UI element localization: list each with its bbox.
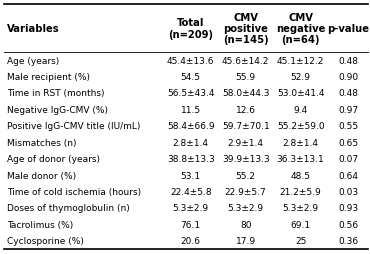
Text: 21.2±5.9: 21.2±5.9 <box>280 187 322 196</box>
Text: 0.36: 0.36 <box>338 236 358 245</box>
Text: 5.3±2.9: 5.3±2.9 <box>228 203 264 213</box>
Text: Variables: Variables <box>7 24 59 34</box>
Text: 5.3±2.9: 5.3±2.9 <box>173 203 209 213</box>
Text: 38.8±13.3: 38.8±13.3 <box>167 154 215 163</box>
Text: 55.2: 55.2 <box>236 171 256 180</box>
Text: 25: 25 <box>295 236 306 245</box>
Text: p-value: p-value <box>327 24 369 34</box>
Text: 55.9: 55.9 <box>236 73 256 82</box>
Text: 22.4±5.8: 22.4±5.8 <box>170 187 212 196</box>
Text: 0.64: 0.64 <box>338 171 358 180</box>
Text: 22.9±5.7: 22.9±5.7 <box>225 187 266 196</box>
Text: 69.1: 69.1 <box>290 220 311 229</box>
Text: Total
(n=209): Total (n=209) <box>168 18 213 39</box>
Text: 45.4±13.6: 45.4±13.6 <box>167 56 215 65</box>
Text: Positive IgG-CMV title (IU/mL): Positive IgG-CMV title (IU/mL) <box>7 122 140 131</box>
Text: Age (years): Age (years) <box>7 56 59 65</box>
Text: 20.6: 20.6 <box>181 236 201 245</box>
Text: Mismatches (n): Mismatches (n) <box>7 138 76 147</box>
Text: 17.9: 17.9 <box>236 236 256 245</box>
Text: 54.5: 54.5 <box>181 73 201 82</box>
Text: Cyclosporine (%): Cyclosporine (%) <box>7 236 84 245</box>
Text: 52.9: 52.9 <box>290 73 310 82</box>
Text: Negative IgG-CMV (%): Negative IgG-CMV (%) <box>7 105 108 114</box>
Text: 0.56: 0.56 <box>338 220 358 229</box>
Text: 2.8±1.4: 2.8±1.4 <box>173 138 209 147</box>
Text: 0.65: 0.65 <box>338 138 358 147</box>
Text: Male recipient (%): Male recipient (%) <box>7 73 90 82</box>
Text: 59.7±70.1: 59.7±70.1 <box>222 122 270 131</box>
Text: Time in RST (months): Time in RST (months) <box>7 89 104 98</box>
Text: 39.9±13.3: 39.9±13.3 <box>222 154 270 163</box>
Text: Tacrolimus (%): Tacrolimus (%) <box>7 220 73 229</box>
Text: CMV
positive
(n=145): CMV positive (n=145) <box>223 13 269 45</box>
Text: 76.1: 76.1 <box>181 220 201 229</box>
Text: 48.5: 48.5 <box>290 171 310 180</box>
Text: 0.07: 0.07 <box>338 154 358 163</box>
Text: 80: 80 <box>240 220 252 229</box>
Text: 45.6±14.2: 45.6±14.2 <box>222 56 269 65</box>
Text: 0.90: 0.90 <box>338 73 358 82</box>
Text: 45.1±12.2: 45.1±12.2 <box>277 56 324 65</box>
Text: 5.3±2.9: 5.3±2.9 <box>283 203 319 213</box>
Text: 0.55: 0.55 <box>338 122 358 131</box>
Text: 55.2±59.0: 55.2±59.0 <box>277 122 324 131</box>
Text: 0.03: 0.03 <box>338 187 358 196</box>
Text: 58.0±44.3: 58.0±44.3 <box>222 89 269 98</box>
Text: 36.3±13.1: 36.3±13.1 <box>277 154 324 163</box>
Text: 9.4: 9.4 <box>293 105 308 114</box>
Text: CMV
negative
(n=64): CMV negative (n=64) <box>276 13 325 45</box>
Text: 12.6: 12.6 <box>236 105 256 114</box>
Text: 11.5: 11.5 <box>181 105 201 114</box>
Text: Time of cold ischemia (hours): Time of cold ischemia (hours) <box>7 187 141 196</box>
Text: 0.48: 0.48 <box>338 89 358 98</box>
Text: 2.8±1.4: 2.8±1.4 <box>283 138 319 147</box>
Text: Age of donor (years): Age of donor (years) <box>7 154 100 163</box>
Text: 58.4±66.9: 58.4±66.9 <box>167 122 215 131</box>
Text: 2.9±1.4: 2.9±1.4 <box>228 138 264 147</box>
Text: Male donor (%): Male donor (%) <box>7 171 76 180</box>
Text: 0.48: 0.48 <box>338 56 358 65</box>
Text: Doses of thymoglobulin (n): Doses of thymoglobulin (n) <box>7 203 130 213</box>
Text: 0.97: 0.97 <box>338 105 358 114</box>
Text: 53.1: 53.1 <box>181 171 201 180</box>
Text: 56.5±43.4: 56.5±43.4 <box>167 89 215 98</box>
Text: 0.93: 0.93 <box>338 203 358 213</box>
Text: 53.0±41.4: 53.0±41.4 <box>277 89 324 98</box>
